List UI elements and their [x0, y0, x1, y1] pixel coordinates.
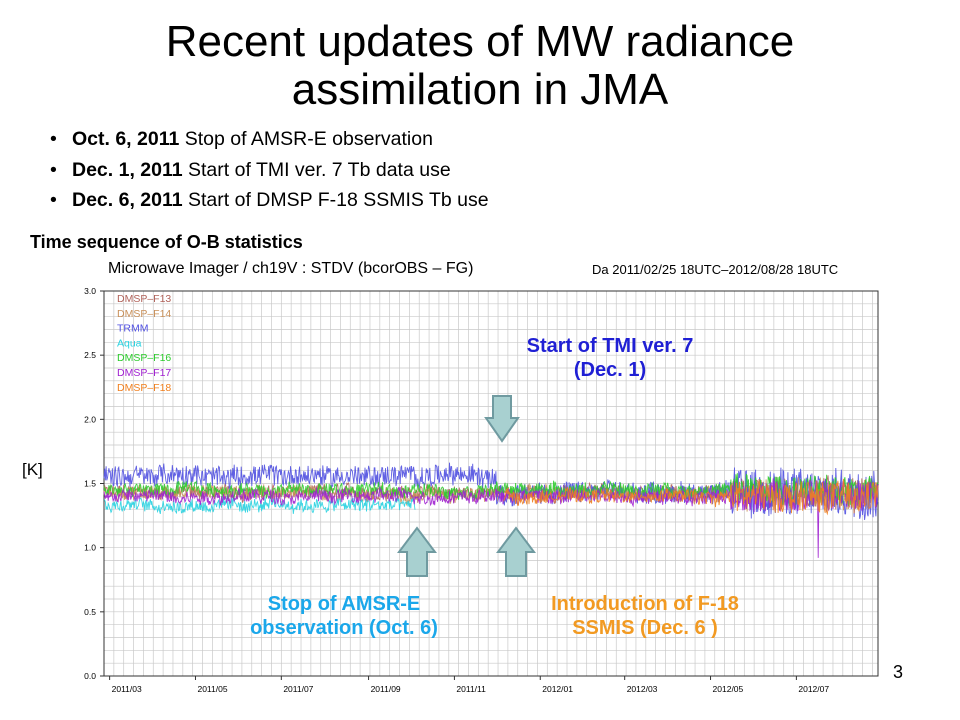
x-tick-label: 2011/11	[456, 684, 486, 694]
chart-period: Da 2011/02/25 18UTC–2012/08/28 18UTC	[592, 262, 839, 277]
slide-title-line-2: assimilation in JMA	[291, 65, 669, 114]
f18-annotation: Introduction of F-18 SSMIS (Dec. 6 )	[500, 592, 790, 640]
x-tick-label: 2011/05	[197, 684, 227, 694]
legend-entry: DMSP–F13	[117, 293, 171, 305]
update-text: Stop of AMSR-E observation	[179, 128, 433, 150]
legend-entry: DMSP–F14	[117, 308, 171, 320]
y-tick-label: 3.0	[84, 286, 96, 296]
update-item: Dec. 1, 2011 Start of TMI ver. 7 Tb data…	[48, 155, 489, 186]
y-tick-label: 1.5	[84, 479, 96, 489]
legend-entry: DMSP–F17	[117, 367, 171, 379]
update-date: Oct. 6, 2011	[72, 128, 180, 150]
legend-entry: DMSP–F18	[117, 382, 171, 394]
f18-annotation-line-2: SSMIS (Dec. 6 )	[572, 617, 718, 639]
slide-title-line-1: Recent updates of MW radiance	[165, 17, 795, 66]
slide-title: Recent updates of MW radiance assimilati…	[0, 18, 960, 114]
x-tick-label: 2012/05	[713, 684, 744, 694]
amsr-annotation-line-1: Stop of AMSR-E	[267, 593, 421, 615]
amsr-annotation: Stop of AMSR-E observation (Oct. 6)	[206, 592, 482, 640]
y-tick-label: 2.0	[84, 414, 96, 424]
legend-entry: DMSP–F16	[117, 352, 171, 364]
update-text: Start of DMSP F-18 SSMIS Tb use	[182, 189, 489, 211]
tmi-annotation: Start of TMI ver. 7 (Dec. 1)	[480, 334, 740, 382]
up-arrow-icon	[397, 526, 437, 577]
x-tick-label: 2012/01	[542, 684, 573, 694]
legend-entry: TRMM	[117, 323, 149, 335]
y-unit-label: [K]	[22, 460, 43, 479]
x-tick-label: 2011/03	[112, 684, 142, 694]
y-tick-label: 0.0	[84, 671, 96, 681]
legend-entry: Aqua	[117, 337, 142, 349]
x-tick-label: 2011/07	[283, 684, 313, 694]
down-arrow-icon	[484, 395, 520, 443]
x-tick-label: 2011/09	[371, 684, 401, 694]
update-list: Oct. 6, 2011 Stop of AMSR-E observation …	[48, 124, 489, 216]
update-item: Oct. 6, 2011 Stop of AMSR-E observation	[48, 124, 489, 155]
update-date: Dec. 6, 2011	[72, 189, 183, 211]
amsr-annotation-line-2: observation (Oct. 6)	[250, 617, 438, 639]
update-item: Dec. 6, 2011 Start of DMSP F-18 SSMIS Tb…	[48, 185, 489, 216]
update-date: Dec. 1, 2011	[72, 158, 183, 181]
up-arrow-icon	[496, 526, 536, 577]
y-tick-label: 2.5	[84, 350, 96, 360]
page-number: 3	[893, 662, 904, 682]
y-tick-label: 1.0	[84, 543, 96, 553]
chart-title: Microwave Imager / ch19V : STDV (bcorOBS…	[108, 260, 474, 277]
section-heading: Time sequence of O-B statistics	[30, 232, 303, 252]
update-text: Start of TMI ver. 7 Tb data use	[182, 158, 451, 181]
f18-annotation-line-1: Introduction of F-18	[551, 593, 739, 615]
series-line	[503, 478, 879, 516]
x-tick-label: 2012/03	[627, 684, 658, 694]
series-line	[103, 495, 416, 515]
x-tick-label: 2012/07	[798, 684, 829, 694]
y-tick-label: 0.5	[84, 607, 96, 617]
tmi-annotation-line-1: Start of TMI ver. 7	[526, 335, 694, 357]
tmi-annotation-line-2: (Dec. 1)	[573, 359, 647, 381]
